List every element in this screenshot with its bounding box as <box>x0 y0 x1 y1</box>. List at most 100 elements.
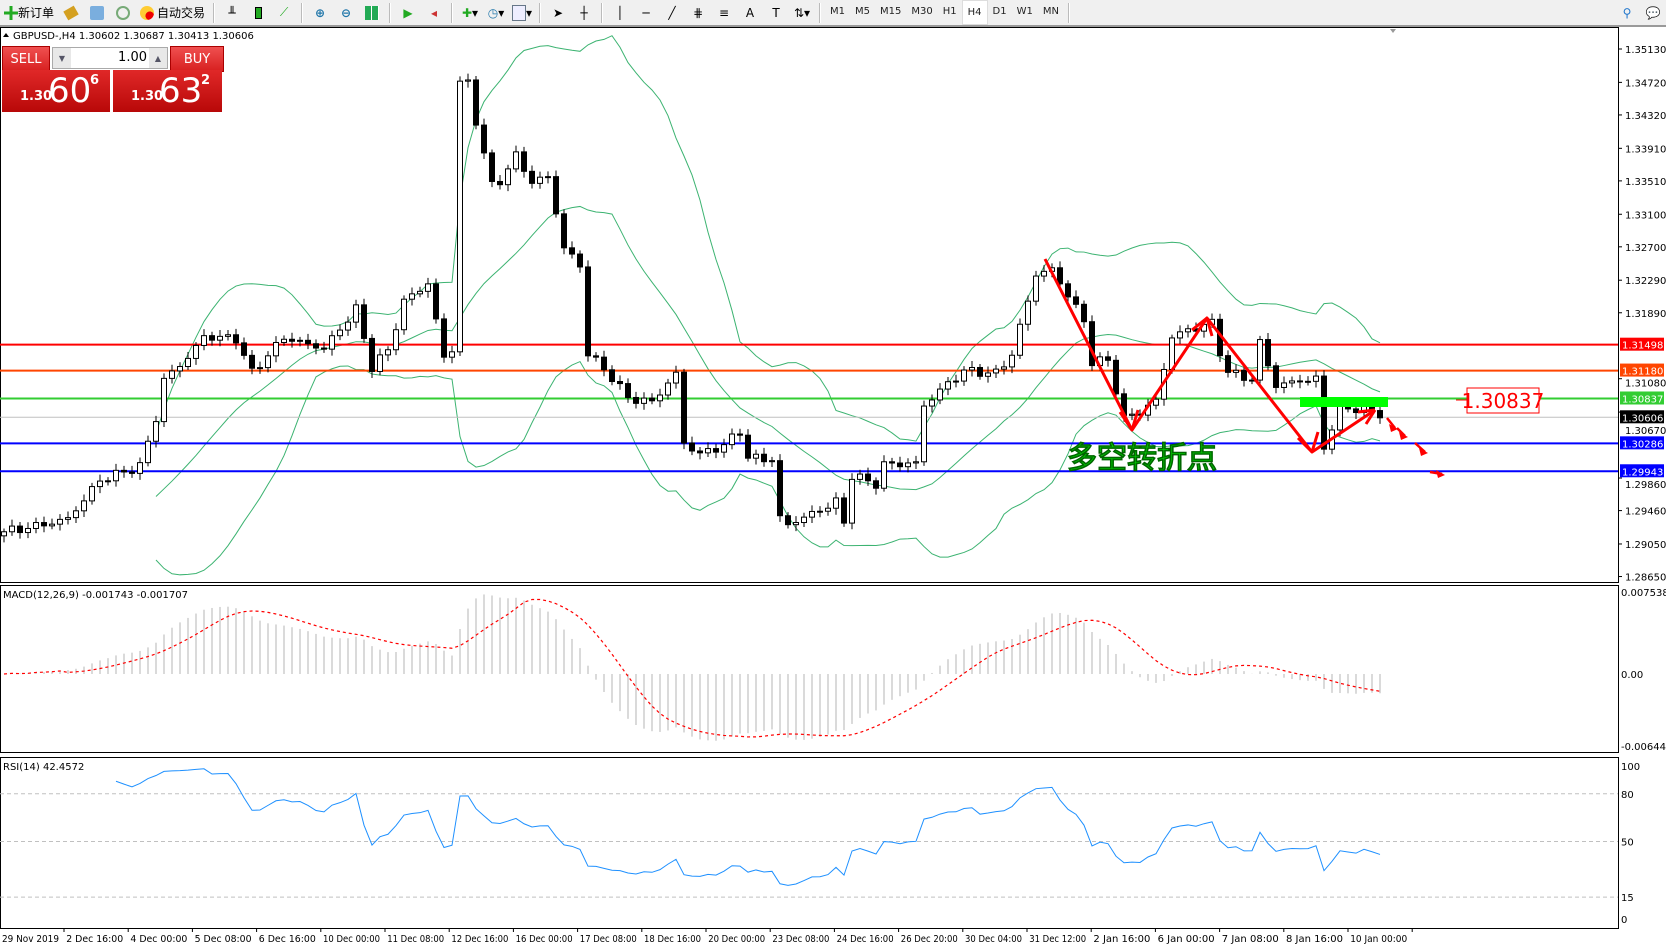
timeframe-m5[interactable]: M5 <box>855 6 871 17</box>
timeframe-m30[interactable]: M30 <box>911 6 933 17</box>
line-chart-button[interactable]: ⟋ <box>271 1 297 24</box>
auto-scroll-button[interactable]: ▶ <box>395 1 421 24</box>
timeframe-mn[interactable]: MN <box>1042 6 1059 17</box>
bid-price-button[interactable]: 1.30 60 6 <box>2 70 110 112</box>
chart-shift-marker-icon[interactable] <box>1390 29 1396 33</box>
candle <box>1273 362 1279 394</box>
candle <box>465 73 471 88</box>
candle <box>1009 350 1015 374</box>
candle <box>609 365 615 386</box>
price-tick-label: 1.33100 <box>1625 210 1666 221</box>
text-button[interactable]: A <box>737 1 763 24</box>
candlestick-button[interactable] <box>245 1 271 24</box>
terminal-button[interactable] <box>84 1 110 24</box>
lot-size-value[interactable]: 1.00 <box>118 50 147 65</box>
price-tick-label: 1.31080 <box>1625 379 1666 390</box>
arrows-button[interactable]: ⇅ ▾ <box>793 5 811 20</box>
zoom-in-button[interactable]: ⊕ <box>307 1 333 24</box>
new-order-button[interactable]: 新订单 <box>0 1 58 24</box>
timeframe-m1[interactable]: M1 <box>830 6 846 17</box>
separator <box>301 2 304 23</box>
candle <box>457 76 463 356</box>
candle <box>433 278 439 324</box>
chat-button[interactable]: 💬 <box>1640 1 1666 24</box>
zigzag-annotation[interactable] <box>1043 258 1445 478</box>
candle <box>545 171 551 184</box>
tile-windows-button[interactable] <box>359 1 385 24</box>
buy-button[interactable]: BUY <box>170 46 224 72</box>
lot-decrease-button[interactable]: ▼ <box>53 48 71 68</box>
main-chart-area[interactable] <box>0 27 1619 583</box>
candle <box>481 118 487 159</box>
search-icon: ⚲ <box>1622 5 1632 20</box>
ask-price-button[interactable]: 1.30 63 2 <box>113 70 222 112</box>
timeframe-w1[interactable]: W1 <box>1016 6 1033 17</box>
candle <box>641 392 647 410</box>
candle <box>385 346 391 362</box>
date-tick-label: 4 Dec 00:00 <box>130 934 187 945</box>
candle <box>977 364 983 380</box>
candle <box>793 516 799 532</box>
price-line-value: 1.31180 <box>1622 367 1663 378</box>
price-line-label <box>1620 337 1664 351</box>
timeframe-h1[interactable]: H1 <box>942 6 957 17</box>
date-tick-label: 8 Jan 16:00 <box>1286 934 1343 945</box>
text-label-icon: T <box>772 5 780 20</box>
date-tick-label: 24 Dec 16:00 <box>837 934 894 945</box>
candle <box>1241 365 1247 387</box>
cursor-button[interactable]: ➤ <box>545 1 571 24</box>
lot-increase-button[interactable]: ▲ <box>149 48 167 68</box>
candle <box>513 145 519 173</box>
periods-button[interactable]: ◷ ▾ <box>487 5 505 20</box>
price-label-text: 1.30837 <box>1462 389 1545 413</box>
candle <box>217 330 223 347</box>
history-button[interactable] <box>58 1 84 24</box>
date-tick-label: 6 Jan 00:00 <box>1158 934 1215 945</box>
bar-chart-button[interactable]: ╨ <box>219 1 245 24</box>
price-line-label <box>1620 363 1664 377</box>
fibo-fan-button[interactable]: ≡ <box>711 1 737 24</box>
chart-shift-button[interactable]: ◂ <box>421 1 447 24</box>
candle <box>785 512 791 529</box>
candle <box>1225 350 1231 378</box>
zoom-out-button[interactable]: ⊖ <box>333 1 359 24</box>
trendline-button[interactable]: ╱ <box>659 1 685 24</box>
rsi-tick-label: 80 <box>1621 790 1634 801</box>
new-order-icon <box>4 5 18 20</box>
crosshair-icon: ┼ <box>580 5 588 20</box>
candle <box>1305 376 1311 386</box>
timeframe-d1[interactable]: D1 <box>992 6 1007 17</box>
signal-button[interactable] <box>110 1 136 24</box>
candle <box>281 335 287 346</box>
candle <box>649 393 655 405</box>
auto-trading-button[interactable]: 自动交易 <box>136 1 209 24</box>
sell-button[interactable]: SELL <box>2 46 50 72</box>
candle <box>225 330 231 341</box>
annotation-text: 多空转折点 <box>1067 441 1217 476</box>
candle <box>849 473 855 530</box>
candle <box>697 446 703 460</box>
vertical-line-button[interactable]: │ <box>607 1 633 24</box>
candle <box>201 329 207 351</box>
search-button[interactable]: ⚲ <box>1614 1 1640 24</box>
collapse-arrow-icon[interactable] <box>3 33 9 37</box>
crosshair-button[interactable]: ┼ <box>571 1 597 24</box>
price-line-value: 1.30837 <box>1622 394 1663 405</box>
rsi-panel[interactable] <box>0 757 1619 929</box>
text-label-button[interactable]: T <box>763 1 789 24</box>
candle <box>721 438 727 458</box>
indicators-button[interactable]: ✚ ▾ <box>461 5 479 20</box>
horizontal-line-icon: ─ <box>642 5 650 20</box>
periods-icon: ◷ <box>487 5 499 20</box>
auto-scroll-icon: ▶ <box>403 5 413 20</box>
lot-size-field[interactable]: ▼ 1.00 ▲ <box>52 47 168 69</box>
horizontal-line-button[interactable]: ─ <box>633 1 659 24</box>
candle <box>897 456 903 472</box>
templates-button[interactable]: ▾ <box>509 1 535 24</box>
timeframe-h4[interactable]: H4 <box>961 0 988 25</box>
fibonacci-button[interactable]: ⋕ <box>685 1 711 24</box>
timeframe-m15[interactable]: M15 <box>880 6 902 17</box>
chart-window[interactable]: 多空转折点 1.30837 GBPUSD-,H4 1.30602 1.30687 1… <box>0 27 1666 949</box>
macd-panel[interactable] <box>0 585 1619 753</box>
candle <box>25 522 31 539</box>
